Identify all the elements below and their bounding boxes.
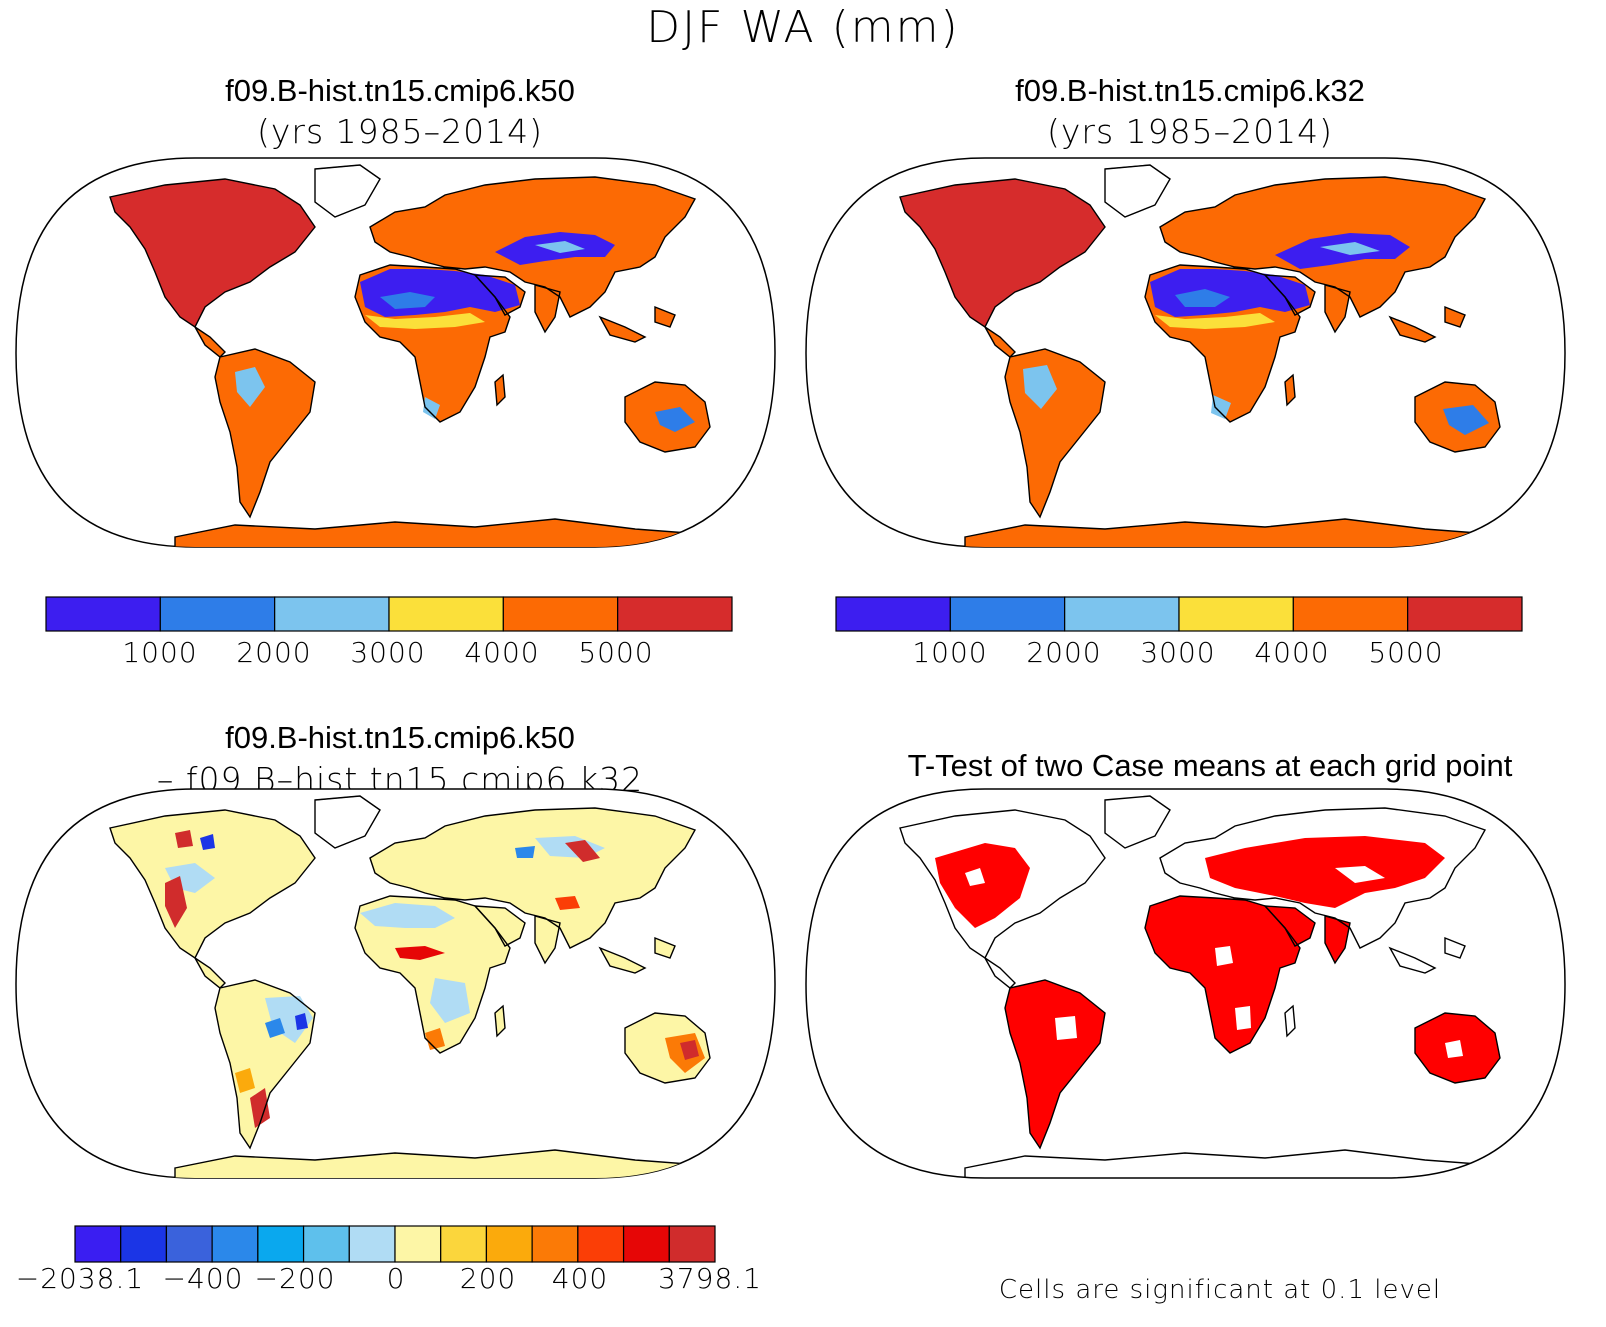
cb-diff-swatch-7 [348, 1225, 396, 1263]
cb-k32-label-5: 5000 [1368, 636, 1444, 669]
cb-k50-label-2: 2000 [236, 636, 312, 669]
colorbar-k50 [45, 596, 733, 632]
cb-k32-swatch-1 [835, 596, 951, 632]
colorbar-k50-labels: 1000 2000 3000 4000 5000 [46, 636, 732, 676]
cb-diff-swatch-1 [74, 1225, 122, 1263]
panel-subtitle-k32: (yrs 1985–2014) [1047, 112, 1333, 151]
panel-subtitle-k50: (yrs 1985–2014) [257, 112, 543, 151]
panel-title-k32: f09.B-hist.tn15.cmip6.k32 [1015, 73, 1365, 108]
cb-k50-swatch-4 [388, 596, 504, 632]
cb-k32-label-2: 2000 [1026, 636, 1102, 669]
cb-diff-label-m400: −400 [162, 1262, 244, 1295]
cb-diff-label-max: 3798.1 [658, 1262, 762, 1295]
cb-k50-swatch-2 [159, 596, 276, 632]
cb-k50-label-1: 1000 [122, 636, 198, 669]
cb-k32-swatch-4 [1178, 596, 1294, 632]
panel-title-diff: f09.B-hist.tn15.cmip6.k50 [225, 720, 575, 755]
cb-k32-swatch-6 [1407, 596, 1523, 632]
cb-k50-swatch-5 [502, 596, 619, 632]
cb-diff-swatch-11 [531, 1225, 579, 1263]
map-k50 [15, 157, 776, 548]
cb-diff-swatch-5 [257, 1225, 305, 1263]
cb-k32-label-4: 4000 [1254, 636, 1330, 669]
figure-title: DJF WA (mm) [646, 2, 960, 53]
cb-k50-swatch-1 [45, 596, 161, 632]
cb-diff-swatch-9 [440, 1225, 488, 1263]
cb-k50-label-4: 4000 [464, 636, 540, 669]
colorbar-diff [74, 1225, 716, 1263]
cb-diff-swatch-8 [394, 1225, 442, 1263]
cb-diff-label-200: 200 [459, 1262, 517, 1295]
cb-diff-swatch-14 [668, 1225, 716, 1263]
cb-k32-swatch-2 [949, 596, 1066, 632]
cb-diff-label-m200: −200 [254, 1262, 336, 1295]
cb-k32-swatch-3 [1064, 596, 1180, 632]
map-k32 [805, 157, 1566, 548]
cb-diff-swatch-12 [577, 1225, 625, 1263]
cb-k50-label-3: 3000 [350, 636, 426, 669]
colorbar-k32-labels: 1000 2000 3000 4000 5000 [836, 636, 1522, 676]
panel-title-ttest: T-Test of two Case means at each grid po… [907, 748, 1513, 783]
cb-diff-swatch-2 [120, 1225, 168, 1263]
cb-k32-swatch-5 [1292, 596, 1409, 632]
cb-diff-label-0: 0 [386, 1262, 406, 1295]
cb-diff-swatch-10 [485, 1225, 533, 1263]
cb-diff-swatch-3 [165, 1225, 213, 1263]
colorbar-k32 [835, 596, 1523, 632]
cb-k50-label-5: 5000 [578, 636, 654, 669]
cb-diff-label-400: 400 [551, 1262, 609, 1295]
panel-title-k50: f09.B-hist.tn15.cmip6.k50 [225, 73, 575, 108]
map-ttest [805, 788, 1566, 1179]
cb-diff-swatch-4 [211, 1225, 259, 1263]
significance-note: Cells are significant at 0.1 level [998, 1275, 1442, 1305]
cb-k32-label-1: 1000 [912, 636, 988, 669]
cb-diff-label-min: −2038.1 [15, 1262, 145, 1295]
cb-k50-swatch-6 [617, 596, 733, 632]
cb-k50-swatch-3 [274, 596, 390, 632]
cb-diff-swatch-13 [622, 1225, 670, 1263]
cb-k32-label-3: 3000 [1140, 636, 1216, 669]
colorbar-diff-labels: −2038.1 −400 −200 0 200 400 3798.1 [0, 1262, 800, 1302]
map-diff [15, 788, 776, 1179]
cb-diff-swatch-6 [302, 1225, 350, 1263]
